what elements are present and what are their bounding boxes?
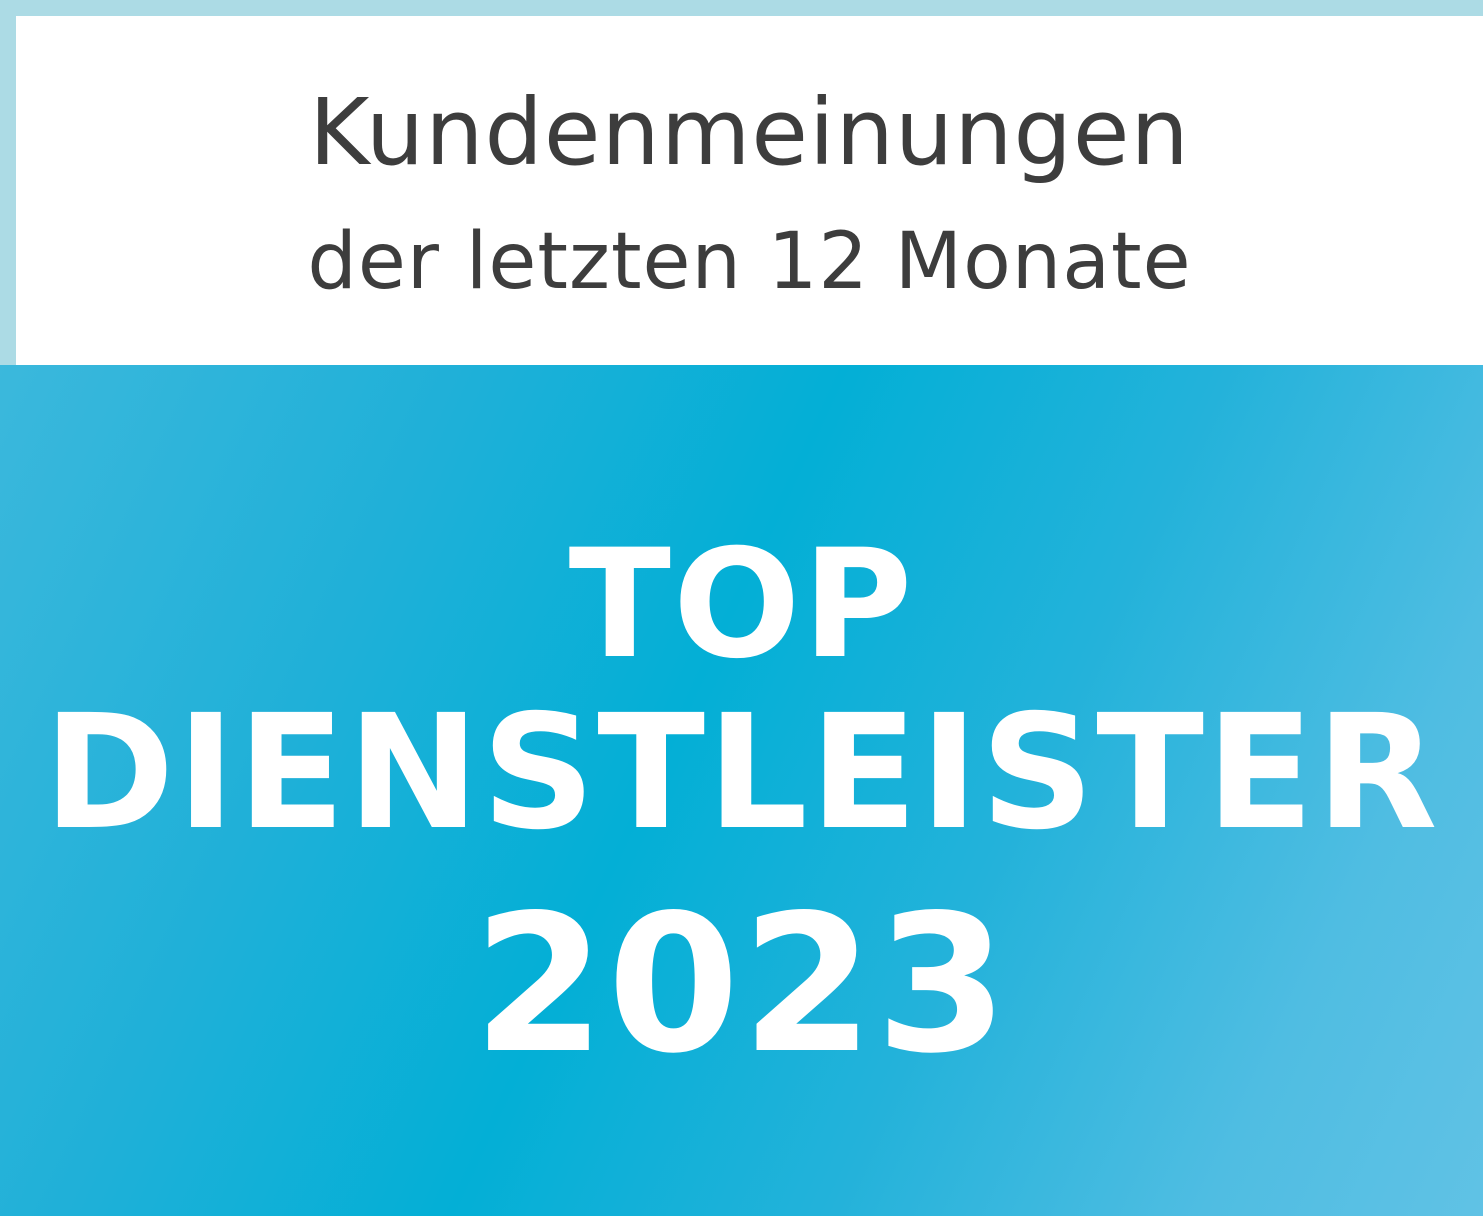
header-title: Kundenmeinungen <box>309 79 1190 186</box>
header-subtitle: der letzten 12 Monate <box>307 217 1192 307</box>
badge-top: TOP <box>568 518 915 692</box>
header-panel: Kundenmeinungen der letzten 12 Monate <box>16 16 1483 365</box>
badge-title: DIENSTLEISTER <box>43 681 1440 865</box>
badge-year: 2023 <box>473 874 1010 1095</box>
badge-panel: TOP DIENSTLEISTER 2023 <box>0 365 1483 1216</box>
